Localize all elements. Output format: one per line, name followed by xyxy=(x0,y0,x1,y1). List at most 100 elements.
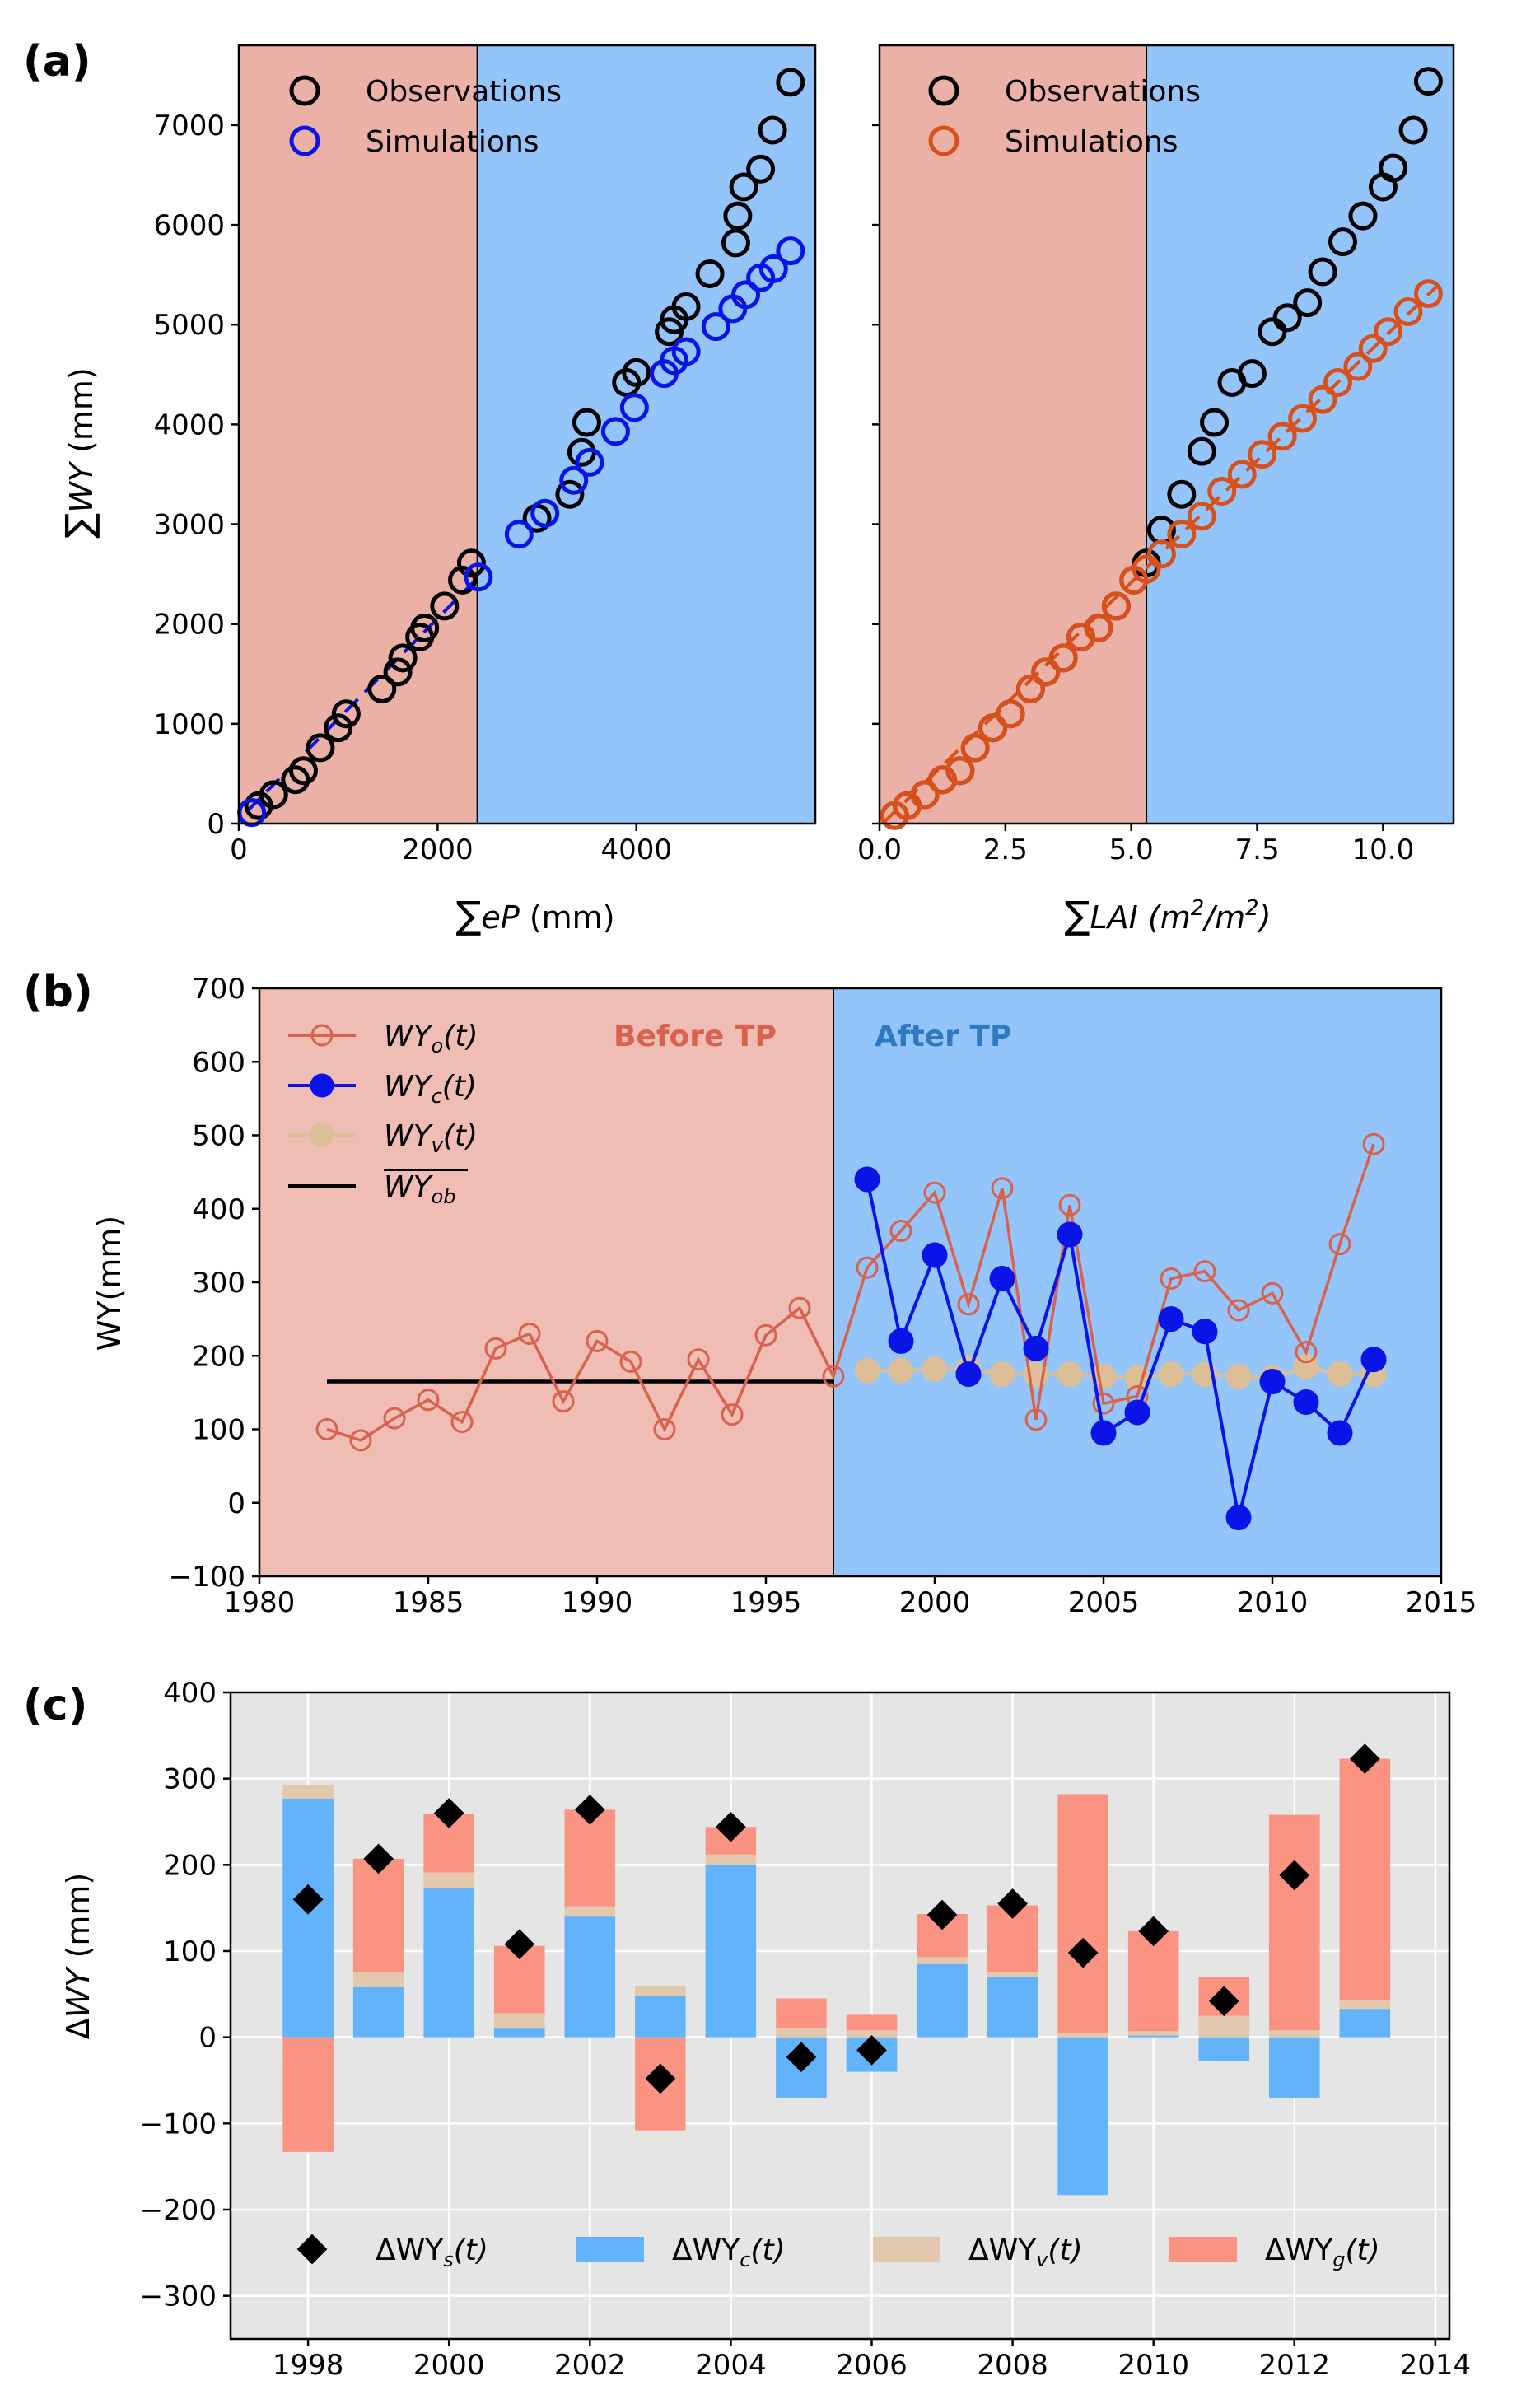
bar-dwyc xyxy=(1339,2009,1391,2038)
simulation-point xyxy=(1227,460,1257,489)
legend-wyo-label: WYo(t) xyxy=(384,1020,478,1057)
simulation-point xyxy=(464,562,493,592)
series-point-wyv xyxy=(854,1357,880,1384)
bar-dwyc xyxy=(635,1996,686,2038)
legend-dwyg: ΔWYg(t) xyxy=(1169,2234,1380,2271)
series-point-wyc xyxy=(1023,1335,1049,1361)
legend-var-delta: ΔWY xyxy=(672,2234,740,2267)
series-point-wyc xyxy=(1327,1420,1353,1446)
x-tick-label: 2012 xyxy=(1259,2349,1331,2382)
simulation-point xyxy=(996,699,1025,729)
simulation-point xyxy=(530,498,560,528)
legend-dwys-label: ΔWYs(t) xyxy=(376,2234,488,2271)
before-tp-label: Before TP xyxy=(614,1020,777,1053)
bar-dwyg xyxy=(564,1809,616,1907)
observation-point xyxy=(1167,479,1197,509)
series-point-wyo xyxy=(315,1418,338,1440)
legend-dwyc-label: ΔWYc(t) xyxy=(672,2234,786,2271)
x-tick-label: 2000 xyxy=(402,833,474,866)
y-tick-label: −200 xyxy=(140,2194,217,2227)
legend-sub: c xyxy=(740,2248,750,2271)
marker-dwys xyxy=(786,2042,817,2073)
marker-dwys xyxy=(716,1811,746,1842)
observation-point xyxy=(1187,436,1216,466)
legend-wyv-label: WYv(t) xyxy=(384,1119,478,1157)
simulation-point xyxy=(960,733,990,763)
series-point-wyv xyxy=(888,1357,914,1384)
panel-a-right-xlabel: ∑LAI (m2/m2) xyxy=(1064,893,1271,937)
marker-dwys xyxy=(1208,1986,1239,2017)
panel-a-right-legend: Observations Simulations xyxy=(928,75,1201,159)
axes-frame xyxy=(878,44,1455,825)
y-tick-label: 200 xyxy=(163,1849,217,1882)
series-point-wyo xyxy=(1024,1408,1048,1431)
observation-point xyxy=(388,643,418,673)
simulation-point xyxy=(1207,477,1237,506)
legend-observations-label: Observations xyxy=(366,75,562,109)
panel-a-left-xlabel: ∑eP (mm) xyxy=(455,893,614,937)
x-tick-label: 4000 xyxy=(600,833,672,866)
bar-dwyg xyxy=(1339,1758,1391,2000)
x-tick-label: 1998 xyxy=(273,2349,344,2382)
series-line-wyo xyxy=(326,1143,1375,1442)
observation-point xyxy=(1308,257,1337,287)
observation-point xyxy=(281,765,310,795)
observation-point xyxy=(331,699,361,729)
legend-wyv: WYv(t) xyxy=(288,1119,478,1157)
ylabel-variable: WY xyxy=(60,1966,96,2019)
panel-a-right-marks xyxy=(880,67,1443,830)
series-point-wyo xyxy=(788,1296,811,1319)
series-point-wyo xyxy=(923,1181,946,1204)
simulation-point xyxy=(1084,614,1113,643)
series-point-wyo xyxy=(1261,1281,1284,1305)
legend-wyc-marker xyxy=(310,1073,334,1098)
ylabel-unit: (mm) xyxy=(63,367,100,463)
bar-dwyg xyxy=(352,1859,404,1973)
observation-point xyxy=(572,408,601,437)
panel-b: Before TP After TP 1980 1985 1990 1995 2000 2… xyxy=(91,973,1477,1619)
series-point-wyo xyxy=(619,1350,642,1373)
series-point-wyo xyxy=(586,1329,609,1352)
observation-point xyxy=(671,292,701,321)
observation-point xyxy=(324,713,353,743)
simulation-point xyxy=(1248,440,1277,469)
xlabel-variable: LAI xyxy=(1090,899,1137,936)
observation-point xyxy=(1328,227,1357,257)
bar-dwyc xyxy=(705,1865,757,2038)
series-point-wyc xyxy=(888,1328,914,1354)
legend-var: WY xyxy=(384,1170,434,1204)
series-point-wyv xyxy=(922,1356,948,1382)
simulation-point xyxy=(619,393,649,422)
legend-var: WY xyxy=(384,1119,434,1153)
observation-point xyxy=(1413,67,1443,96)
series-point-wyo xyxy=(991,1177,1014,1200)
bar-dwyv xyxy=(917,1957,968,1964)
series-point-wyc xyxy=(1124,1399,1150,1426)
observation-point xyxy=(448,565,478,595)
x-tick-label: 2006 xyxy=(836,2349,908,2382)
bar-dwyv xyxy=(282,1785,334,1799)
bar-dwyv xyxy=(635,1985,686,1996)
marker-dwys xyxy=(1349,1743,1380,1774)
marker-dwys xyxy=(926,1899,958,1930)
legend-wyo: WYo(t) xyxy=(288,1020,478,1057)
simulation-point xyxy=(1132,554,1161,584)
series-point-wyo xyxy=(856,1256,879,1279)
legend-arg: (t) xyxy=(442,1070,477,1104)
xlabel-sum-symbol: ∑ xyxy=(1064,893,1090,937)
simulation-point xyxy=(1358,334,1388,363)
observation-point xyxy=(383,657,413,687)
legend-arg: (t) xyxy=(443,1119,478,1153)
series-point-wyc xyxy=(1192,1319,1218,1345)
series-point-wyv xyxy=(1225,1363,1252,1389)
series-point-wyo xyxy=(889,1220,912,1243)
x-tick-label: 2005 xyxy=(1068,1586,1140,1619)
simulation-point xyxy=(1048,643,1078,673)
observation-point xyxy=(430,591,460,621)
series-point-wyo xyxy=(349,1429,372,1452)
marker-dwys xyxy=(1279,1860,1310,1891)
legend-var-delta: ΔWY xyxy=(1265,2234,1333,2267)
panel-a-left-legend: Observations Simulations xyxy=(289,75,562,159)
bar-dwyv xyxy=(1127,2031,1179,2036)
